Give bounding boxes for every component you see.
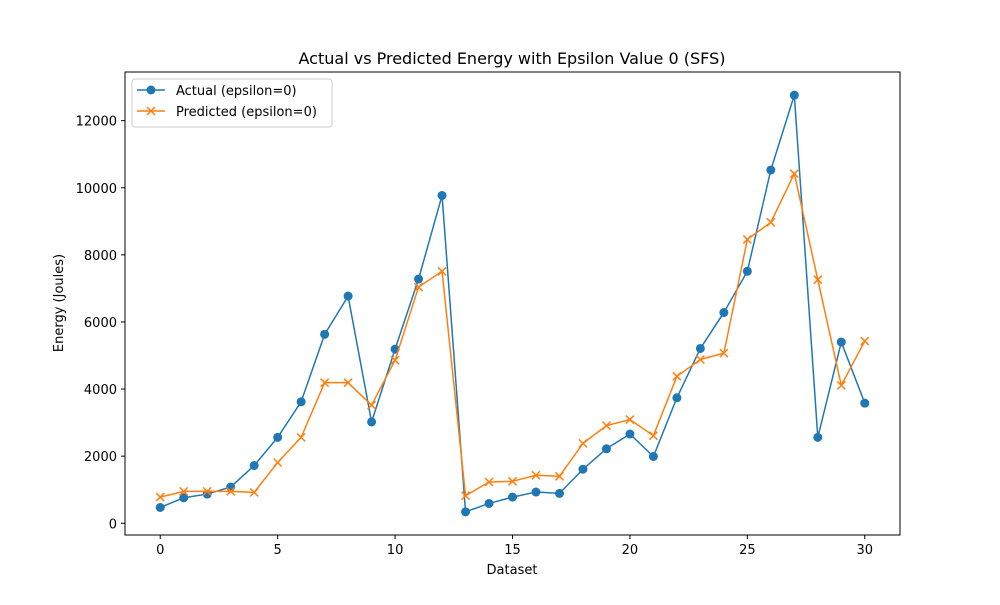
y-tick-label: 6000	[84, 316, 117, 331]
data-point-predicted	[320, 378, 330, 388]
data-point-predicted	[836, 380, 846, 390]
data-point-actual	[719, 308, 729, 318]
chart-title: Actual vs Predicted Energy with Epsilon …	[299, 49, 726, 68]
y-tick-label: 2000	[84, 450, 117, 465]
data-point-actual	[836, 337, 846, 347]
data-point-actual	[437, 190, 447, 200]
data-point-actual	[531, 487, 541, 497]
data-point-actual	[367, 417, 377, 427]
data-point-predicted	[813, 275, 823, 285]
data-point-actual	[813, 432, 823, 442]
data-point-predicted	[460, 491, 471, 501]
y-tick-label: 12000	[76, 115, 117, 130]
data-point-predicted	[601, 421, 611, 431]
series-layer	[155, 90, 870, 517]
x-tick-label: 20	[622, 543, 639, 558]
data-point-predicted	[249, 487, 259, 497]
data-point-actual	[860, 398, 870, 408]
data-point-predicted	[695, 354, 705, 365]
data-point-predicted	[179, 486, 189, 496]
data-point-actual	[508, 492, 517, 502]
data-point-predicted	[414, 282, 424, 292]
legend-marker-predicted	[146, 106, 156, 116]
data-point-predicted	[860, 336, 870, 346]
data-point-predicted	[390, 355, 400, 365]
data-point-predicted	[484, 477, 494, 487]
data-point-actual	[789, 90, 799, 100]
data-point-actual	[155, 502, 165, 512]
data-point-actual	[179, 493, 189, 503]
data-point-actual	[578, 464, 588, 474]
y-tick-label: 4000	[84, 383, 117, 398]
x-tick-label: 10	[387, 543, 404, 558]
legend: Actual (epsilon=0) Predicted (epsilon=0)	[131, 78, 333, 128]
legend-marker-actual	[146, 85, 156, 95]
data-point-actual	[343, 291, 353, 301]
data-point-predicted	[155, 492, 165, 502]
x-tick-label: 25	[739, 543, 756, 558]
data-point-predicted	[672, 371, 682, 381]
y-tick-label: 10000	[76, 182, 117, 197]
legend-box	[131, 78, 333, 128]
data-point-predicted	[367, 400, 377, 410]
data-point-predicted	[531, 470, 541, 480]
data-point-actual	[766, 165, 776, 175]
data-point-actual	[648, 451, 658, 461]
data-point-actual	[226, 482, 236, 492]
y-axis-label: Energy (Joules)	[52, 254, 67, 352]
data-point-predicted	[789, 169, 799, 179]
data-point-actual	[554, 488, 564, 498]
legend-label-predicted: Predicted (epsilon=0)	[176, 105, 317, 120]
legend-label-actual: Actual (epsilon=0)	[176, 84, 297, 99]
y-tick-label: 0	[109, 517, 117, 532]
data-point-predicted	[296, 432, 306, 442]
axis-ticks: 0 5 10 15 20 25 30 0 2000 4000 6000 8000 10000 12000	[76, 115, 873, 558]
data-point-actual	[461, 507, 471, 517]
data-point-predicted	[625, 415, 635, 425]
data-point-predicted	[226, 486, 236, 496]
data-point-predicted	[202, 486, 212, 496]
data-point-actual	[273, 432, 283, 442]
data-point-actual	[695, 343, 705, 353]
data-point-actual	[414, 274, 424, 284]
data-point-predicted	[719, 348, 729, 358]
data-point-predicted	[273, 457, 283, 468]
x-tick-label: 0	[156, 543, 164, 558]
x-axis-label: Dataset	[487, 563, 538, 578]
x-tick-label: 30	[856, 543, 873, 558]
data-point-predicted	[648, 431, 658, 441]
data-point-actual	[484, 498, 494, 508]
data-point-predicted	[554, 471, 565, 481]
x-tick-label: 5	[274, 543, 282, 558]
y-tick-label: 8000	[84, 249, 117, 264]
data-point-predicted	[437, 266, 447, 276]
data-point-actual	[672, 393, 682, 403]
data-point-predicted	[578, 438, 588, 448]
data-point-predicted	[343, 378, 353, 388]
plot-area-frame	[124, 71, 901, 536]
data-point-predicted	[742, 234, 752, 244]
data-point-predicted	[507, 476, 518, 486]
data-point-actual	[601, 444, 611, 454]
data-point-actual	[625, 429, 635, 439]
x-tick-label: 15	[504, 543, 521, 558]
data-point-actual	[320, 329, 330, 339]
data-point-actual	[742, 266, 752, 276]
data-point-actual	[296, 397, 306, 407]
data-point-predicted	[766, 217, 776, 227]
data-point-actual	[249, 461, 259, 471]
